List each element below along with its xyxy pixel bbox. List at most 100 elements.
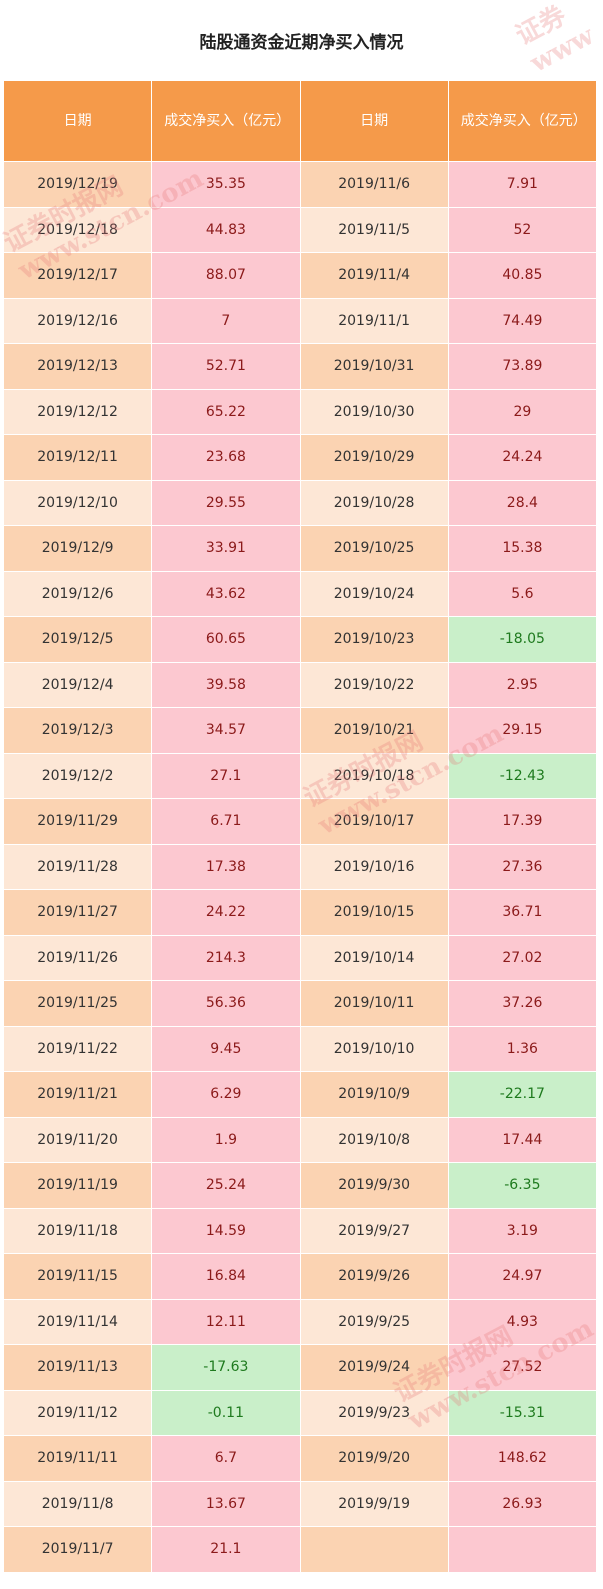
date-cell: 2019/12/17 bbox=[2, 252, 153, 299]
date-cell: 2019/10/22 bbox=[299, 661, 449, 708]
date-cell: 2019/9/20 bbox=[299, 1435, 449, 1482]
netbuy-cell: 29.55 bbox=[151, 479, 301, 526]
date-cell: 2019/11/18 bbox=[2, 1207, 153, 1254]
netbuy-cell: 27.52 bbox=[447, 1344, 598, 1391]
date-cell: 2019/9/23 bbox=[299, 1389, 449, 1436]
netbuy-cell: 39.58 bbox=[151, 661, 301, 708]
date-cell: 2019/11/15 bbox=[2, 1253, 153, 1300]
date-cell: 2019/10/21 bbox=[299, 707, 449, 754]
date-cell: 2019/9/25 bbox=[299, 1298, 449, 1345]
netbuy-cell: 65.22 bbox=[151, 388, 301, 435]
table-row: 2019/11/15 16.84 2019/9/26 24.97 bbox=[2, 1253, 598, 1300]
netbuy-cell: 88.07 bbox=[151, 252, 301, 299]
netbuy-cell: -17.63 bbox=[151, 1344, 301, 1391]
date-cell: 2019/12/16 bbox=[2, 297, 153, 344]
netbuy-cell: -0.11 bbox=[151, 1389, 301, 1436]
table-row: 2019/11/22 9.45 2019/10/10 1.36 bbox=[2, 1025, 598, 1072]
header-netbuy-1: 成交净买入（亿元） bbox=[151, 80, 301, 162]
date-cell: 2019/12/4 bbox=[2, 661, 153, 708]
date-cell: 2019/11/6 bbox=[299, 161, 449, 208]
table-row: 2019/12/3 34.57 2019/10/21 29.15 bbox=[2, 707, 598, 754]
netbuy-cell: 27.36 bbox=[447, 843, 598, 890]
date-cell: 2019/10/11 bbox=[299, 980, 449, 1027]
netbuy-cell: 52 bbox=[447, 206, 598, 253]
table-row: 2019/12/19 35.35 2019/11/6 7.91 bbox=[2, 161, 598, 208]
date-cell: 2019/12/13 bbox=[2, 343, 153, 390]
date-cell: 2019/11/26 bbox=[2, 934, 153, 981]
date-cell: 2019/11/12 bbox=[2, 1389, 153, 1436]
netbuy-cell: 28.4 bbox=[447, 479, 598, 526]
date-cell: 2019/12/6 bbox=[2, 570, 153, 617]
date-cell: 2019/11/28 bbox=[2, 843, 153, 890]
table-row: 2019/12/12 65.22 2019/10/30 29 bbox=[2, 388, 598, 435]
date-cell: 2019/11/20 bbox=[2, 1116, 153, 1163]
netbuy-cell: 17.39 bbox=[447, 798, 598, 845]
date-cell: 2019/12/5 bbox=[2, 616, 153, 663]
table-row: 2019/11/29 6.71 2019/10/17 17.39 bbox=[2, 798, 598, 845]
date-cell: 2019/12/19 bbox=[2, 161, 153, 208]
table-row: 2019/11/11 6.7 2019/9/20 148.62 bbox=[2, 1435, 598, 1482]
netbuy-cell: 21.1 bbox=[151, 1526, 301, 1573]
date-cell: 2019/9/30 bbox=[299, 1162, 449, 1209]
netbuy-cell: 24.22 bbox=[151, 889, 301, 936]
netbuy-cell: -6.35 bbox=[447, 1162, 598, 1209]
table-row: 2019/12/6 43.62 2019/10/24 5.6 bbox=[2, 570, 598, 617]
date-cell: 2019/10/14 bbox=[299, 934, 449, 981]
netbuy-cell: -18.05 bbox=[447, 616, 598, 663]
date-cell: 2019/12/18 bbox=[2, 206, 153, 253]
netbuy-cell bbox=[447, 1526, 598, 1573]
table-row: 2019/11/13 -17.63 2019/9/24 27.52 bbox=[2, 1344, 598, 1391]
netbuy-cell: 35.35 bbox=[151, 161, 301, 208]
date-cell: 2019/10/28 bbox=[299, 479, 449, 526]
netbuy-cell: 29 bbox=[447, 388, 598, 435]
date-cell: 2019/9/19 bbox=[299, 1480, 449, 1527]
table-row: 2019/12/16 7 2019/11/1 74.49 bbox=[2, 297, 598, 344]
netbuy-cell: 27.1 bbox=[151, 752, 301, 799]
date-cell: 2019/10/30 bbox=[299, 388, 449, 435]
netbuy-cell: 214.3 bbox=[151, 934, 301, 981]
date-cell: 2019/9/27 bbox=[299, 1207, 449, 1254]
date-cell: 2019/10/17 bbox=[299, 798, 449, 845]
netbuy-cell: 2.95 bbox=[447, 661, 598, 708]
netbuy-cell: -15.31 bbox=[447, 1389, 598, 1436]
netbuy-cell: 6.71 bbox=[151, 798, 301, 845]
netbuy-cell: -12.43 bbox=[447, 752, 598, 799]
netbuy-cell: 44.83 bbox=[151, 206, 301, 253]
date-cell: 2019/12/3 bbox=[2, 707, 153, 754]
date-cell: 2019/11/14 bbox=[2, 1298, 153, 1345]
date-cell: 2019/11/4 bbox=[299, 252, 449, 299]
netbuy-cell: 16.84 bbox=[151, 1253, 301, 1300]
date-cell: 2019/11/5 bbox=[299, 206, 449, 253]
table-row: 2019/11/28 17.38 2019/10/16 27.36 bbox=[2, 843, 598, 890]
table-row: 2019/12/4 39.58 2019/10/22 2.95 bbox=[2, 661, 598, 708]
date-cell: 2019/12/12 bbox=[2, 388, 153, 435]
date-cell: 2019/10/9 bbox=[299, 1071, 449, 1118]
netbuy-cell: 74.49 bbox=[447, 297, 598, 344]
table-row: 2019/11/25 56.36 2019/10/11 37.26 bbox=[2, 980, 598, 1027]
date-cell: 2019/10/18 bbox=[299, 752, 449, 799]
netbuy-cell: 15.38 bbox=[447, 525, 598, 572]
date-cell: 2019/11/13 bbox=[2, 1344, 153, 1391]
table-row: 2019/11/27 24.22 2019/10/15 36.71 bbox=[2, 889, 598, 936]
date-cell: 2019/12/9 bbox=[2, 525, 153, 572]
table-row: 2019/12/10 29.55 2019/10/28 28.4 bbox=[2, 479, 598, 526]
date-cell: 2019/11/27 bbox=[2, 889, 153, 936]
table-row: 2019/11/21 6.29 2019/10/9 -22.17 bbox=[2, 1071, 598, 1118]
netbuy-cell: 26.93 bbox=[447, 1480, 598, 1527]
netbuy-cell: 17.38 bbox=[151, 843, 301, 890]
date-cell: 2019/11/1 bbox=[299, 297, 449, 344]
netbuy-cell: 7.91 bbox=[447, 161, 598, 208]
date-cell: 2019/10/16 bbox=[299, 843, 449, 890]
netbuy-cell: 148.62 bbox=[447, 1435, 598, 1482]
table-row: 2019/12/17 88.07 2019/11/4 40.85 bbox=[2, 252, 598, 299]
netbuy-cell: 6.7 bbox=[151, 1435, 301, 1482]
table-row: 2019/11/26 214.3 2019/10/14 27.02 bbox=[2, 934, 598, 981]
table-row: 2019/11/14 12.11 2019/9/25 4.93 bbox=[2, 1298, 598, 1345]
date-cell: 2019/11/19 bbox=[2, 1162, 153, 1209]
netbuy-cell: 52.71 bbox=[151, 343, 301, 390]
date-cell: 2019/10/23 bbox=[299, 616, 449, 663]
date-cell: 2019/9/26 bbox=[299, 1253, 449, 1300]
netbuy-cell: 12.11 bbox=[151, 1298, 301, 1345]
net-buy-table: 日期 成交净买入（亿元） 日期 成交净买入（亿元） 2019/12/19 35.3… bbox=[2, 80, 598, 1573]
netbuy-cell: 17.44 bbox=[447, 1116, 598, 1163]
